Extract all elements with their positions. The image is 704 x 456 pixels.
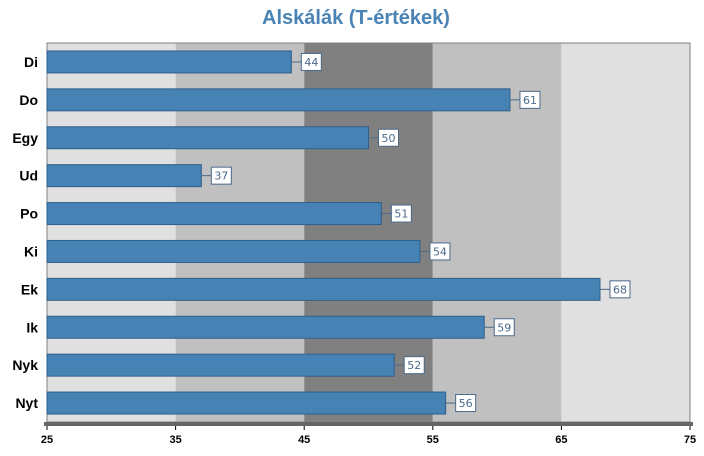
bar-do <box>46 88 511 112</box>
data-label-ek: 68 <box>613 283 627 296</box>
data-label-nyk: 52 <box>407 359 421 372</box>
background-band-4 <box>561 43 690 422</box>
data-label-box <box>519 90 541 109</box>
data-label-box <box>455 394 477 413</box>
plot-frame <box>44 42 693 426</box>
category-label-di: Di <box>24 54 38 70</box>
category-label-po: Po <box>20 206 38 222</box>
category-label-ud: Ud <box>19 168 38 184</box>
bar-ki <box>46 239 421 263</box>
data-label-box <box>378 128 399 147</box>
data-label-box <box>210 166 232 185</box>
bar-egy <box>46 126 369 150</box>
bar-po <box>46 202 382 226</box>
chart-title: Alskálák (T-értékek) <box>262 7 450 29</box>
category-label-ki: Ki <box>24 243 38 259</box>
category-label-do: Do <box>19 92 38 108</box>
category-label-nyt: Nyt <box>15 395 38 411</box>
category-label-ik: Ik <box>26 319 38 335</box>
x-tick-label-55: 55 <box>427 434 439 446</box>
data-label-box <box>390 204 412 223</box>
data-label-box <box>300 52 322 71</box>
data-label-ki: 54 <box>433 245 447 258</box>
bar-ek <box>46 277 601 301</box>
x-tick-label-35: 35 <box>169 434 181 446</box>
x-tick-label-75: 75 <box>684 434 696 446</box>
x-tick-label-65: 65 <box>555 434 567 446</box>
data-label-ud: 37 <box>214 170 228 183</box>
data-label-nyt: 56 <box>459 397 473 410</box>
data-label-po: 51 <box>394 208 408 221</box>
bar-ud <box>46 164 202 188</box>
data-labels: 44 61 50 37 51 54 68 59 52 56 <box>201 52 631 413</box>
x-tick-label-45: 45 <box>298 434 310 446</box>
x-tick-label-25: 25 <box>41 434 53 446</box>
data-label-box <box>403 356 425 375</box>
bar-di <box>46 50 292 74</box>
bar-nyt <box>46 391 447 415</box>
data-label-di: 44 <box>304 56 318 69</box>
bar-nyk <box>46 353 395 377</box>
category-label-ek: Ek <box>21 281 38 297</box>
data-label-do: 61 <box>523 94 537 107</box>
data-label-box <box>429 242 451 261</box>
data-label-box <box>609 280 631 299</box>
x-axis-line <box>44 422 693 426</box>
data-label-box <box>493 318 515 337</box>
category-label-egy: Egy <box>12 130 38 146</box>
bars <box>46 50 601 415</box>
data-label-ik: 59 <box>497 321 511 334</box>
x-axis: 25 35 45 55 65 75 <box>41 426 696 446</box>
bar-ik <box>46 315 485 339</box>
data-label-egy: 50 <box>382 132 396 145</box>
category-label-nyk: Nyk <box>12 357 38 373</box>
category-labels: Di Do Egy Ud Po Ki Ek Ik Nyk Nyt <box>12 54 38 411</box>
